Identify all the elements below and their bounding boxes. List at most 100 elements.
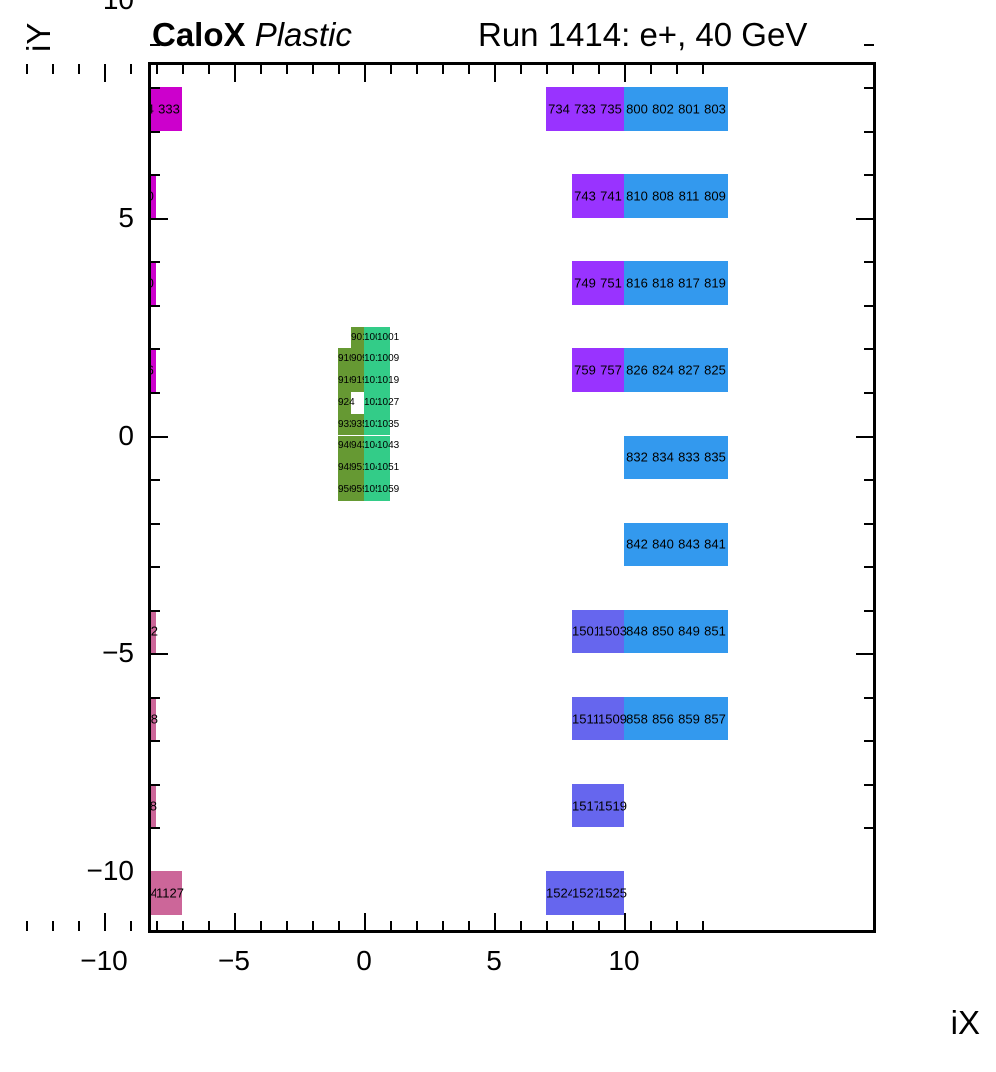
channel-cell: 843 — [676, 522, 702, 567]
tick-mark — [624, 913, 626, 931]
title-subtype: Plastic — [254, 16, 352, 53]
channel-cell: 932 — [338, 413, 355, 436]
channel-cell: 825 — [702, 348, 728, 392]
tick-mark — [182, 64, 184, 74]
channel-id: 734 — [548, 101, 570, 117]
tick-mark — [546, 921, 548, 931]
tick-mark — [52, 64, 54, 74]
tick-mark — [104, 913, 106, 931]
channel-id: 749 — [574, 275, 596, 291]
channel-cell: 333 — [156, 87, 182, 131]
tick-mark — [468, 64, 470, 74]
channel-id: 848 — [626, 623, 648, 639]
channel-id: 803 — [704, 101, 726, 117]
channel-cell: 1002 — [364, 326, 386, 349]
tick-mark — [338, 921, 340, 931]
tick-mark — [520, 64, 522, 74]
channel-id: 819 — [704, 275, 726, 291]
channel-cell: 733 — [572, 87, 598, 131]
tick-mark — [150, 522, 160, 525]
channel-cell: 1001 — [377, 326, 399, 349]
tick-mark — [390, 64, 392, 74]
channel-id: 733 — [574, 101, 596, 117]
channel-cell: 1048 — [364, 457, 386, 480]
channel-id: 759 — [574, 362, 596, 378]
tick-mark — [624, 64, 626, 82]
tick-mark — [676, 921, 678, 931]
channel-cell: 1059 — [377, 479, 399, 501]
channel-cell: 1043 — [377, 435, 400, 458]
channel-cell: 833 — [676, 435, 702, 480]
tick-mark — [864, 740, 874, 743]
channel-id: 924 — [338, 396, 355, 408]
tick-mark — [416, 921, 418, 931]
channel-id: 919 — [351, 375, 368, 387]
tick-mark — [864, 522, 874, 525]
channel-cell: 1040 — [364, 435, 386, 458]
channel-cell: 757 — [598, 348, 624, 392]
channel-id: 850 — [652, 623, 674, 639]
channel-cell: 858 — [624, 696, 650, 741]
channel-id: 1019 — [377, 375, 400, 387]
channel-id: 843 — [678, 536, 700, 552]
channel-id: 959 — [351, 483, 368, 495]
channel-cell: 842 — [624, 522, 650, 567]
channel-cell: 826 — [624, 348, 650, 392]
tick-mark — [52, 921, 54, 931]
tick-mark — [286, 921, 288, 931]
tick-mark — [520, 921, 522, 931]
channel-cell: 948 — [338, 457, 355, 480]
tick-mark — [156, 64, 158, 74]
channel-cell: 832 — [624, 435, 650, 480]
channel-id: 943 — [351, 440, 368, 452]
channel-cell: 1519 — [598, 783, 627, 828]
channel-cell: 827 — [676, 348, 702, 392]
channel-id: 1032 — [364, 418, 387, 430]
tick-mark — [442, 921, 444, 931]
channel-cell: 1010 — [364, 348, 387, 371]
x-tick-label: 10 — [608, 945, 640, 976]
channel-id: 832 — [626, 449, 648, 465]
channel-cell: 1525 — [598, 871, 627, 915]
tick-mark — [150, 348, 160, 351]
tick-mark — [150, 696, 160, 699]
channel-id: 859 — [678, 711, 700, 727]
channel-id: 1043 — [377, 440, 400, 452]
tick-mark — [182, 921, 184, 931]
tick-mark — [208, 64, 210, 74]
tick-mark — [864, 174, 874, 177]
tick-mark — [864, 43, 874, 46]
y-tick-label: −5 — [102, 637, 134, 669]
channel-cell: 741 — [598, 174, 624, 218]
channel-id: 935 — [351, 418, 368, 430]
tick-mark — [150, 435, 168, 438]
tick-mark — [650, 921, 652, 931]
channel-id: 956 — [338, 483, 355, 495]
tick-mark — [864, 783, 874, 786]
channel-cell: 940 — [338, 435, 355, 458]
channel-cell: 808 — [650, 174, 676, 218]
tick-mark — [572, 921, 574, 931]
channel-id: 751 — [600, 275, 622, 291]
tick-mark — [150, 653, 168, 656]
tick-mark — [150, 827, 160, 830]
channel-cell: 924 — [338, 391, 355, 414]
channel-cell: 1509 — [598, 696, 627, 741]
channel-cell: 809 — [702, 174, 728, 218]
tick-mark — [864, 304, 874, 307]
tick-mark — [234, 64, 236, 82]
channel-cell: 859 — [676, 696, 702, 741]
tick-mark — [150, 174, 160, 177]
channel-id: 1124 — [148, 885, 158, 901]
channel-id: 1127 — [156, 885, 184, 901]
tick-mark — [338, 64, 340, 74]
tick-mark — [650, 64, 652, 74]
tick-mark — [494, 64, 496, 82]
channel-cell: 1108 — [148, 696, 158, 741]
tick-mark — [130, 921, 132, 931]
channel-cell: 851 — [702, 609, 728, 654]
channel-id: 851 — [704, 623, 726, 639]
channel-id: 1010 — [364, 353, 387, 365]
tick-mark — [150, 217, 168, 220]
channel-id: 1027 — [377, 396, 400, 408]
